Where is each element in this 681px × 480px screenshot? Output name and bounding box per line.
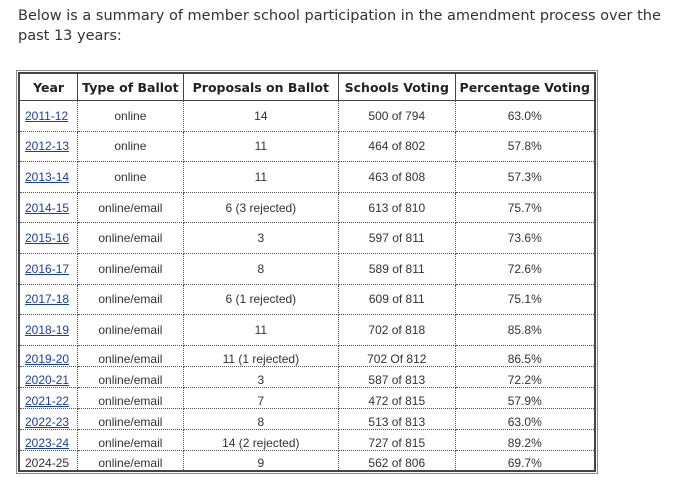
table-cell: 63.0% <box>454 100 596 132</box>
table-cell: 11 <box>182 161 340 193</box>
table-cell: 3 <box>182 365 340 388</box>
table-cell: 8 <box>182 252 340 285</box>
table-cell: 472 of 815 <box>338 386 456 409</box>
table-cell: online/email <box>77 386 184 409</box>
table-cell: 9 <box>182 449 340 472</box>
table-cell: 609 of 811 <box>338 283 456 316</box>
header-row: Year Type of Ballot Proposals on Ballot Sch… <box>18 72 596 101</box>
table-cell: online/email <box>77 252 184 285</box>
table-cell: 73.6% <box>454 222 596 254</box>
year-link[interactable]: 2012-13 <box>18 130 79 163</box>
table-cell: 6 (3 rejected) <box>182 191 340 224</box>
table-cell: online <box>77 130 184 163</box>
table-cell: online/email <box>77 191 184 224</box>
table-cell: 89.2% <box>454 428 596 451</box>
table-cell: 14 <box>182 100 340 132</box>
table-row: 2024-25 online/email 9 562 of 806 69.7% <box>18 449 596 472</box>
table-cell: 7 <box>182 386 340 409</box>
table-row: 2013-14 online 11 463 of 808 57.3% <box>18 161 596 193</box>
table-cell: 727 of 815 <box>338 428 456 451</box>
table-cell: 6 (1 rejected) <box>182 283 340 316</box>
table-row: 2022-23 online/email 8 513 of 813 63.0% <box>18 407 596 430</box>
table-cell: 613 of 810 <box>338 191 456 224</box>
year-link[interactable]: 2016-17 <box>18 252 79 285</box>
intro-text: Below is a summary of member school part… <box>18 8 661 44</box>
table-cell: 57.9% <box>454 386 596 409</box>
year-link[interactable]: 2015-16 <box>18 222 79 254</box>
table-cell: 8 <box>182 407 340 430</box>
table-cell: online/email <box>77 449 184 472</box>
table-row: 2021-22 online/email 7 472 of 815 57.9% <box>18 386 596 409</box>
table-row: 2023-24 online/email 14 (2 rejected) 727 of… <box>18 428 596 451</box>
table-cell: 63.0% <box>454 407 596 430</box>
column-header: Percentage Voting <box>454 72 596 101</box>
table-cell: 72.6% <box>454 252 596 285</box>
column-header: Schools Voting <box>338 72 456 101</box>
table-cell: 587 of 813 <box>338 365 456 388</box>
table-row: 2017-18 online/email 6 (1 rejected) 609 of … <box>18 283 596 316</box>
table-cell: 702 Of 812 <box>338 344 456 367</box>
table-cell: online <box>77 100 184 132</box>
column-header: Year <box>18 72 79 101</box>
table-cell: 513 of 813 <box>338 407 456 430</box>
participation-table: Year Type of Ballot Proposals on Ballot Sch… <box>16 69 598 475</box>
table-cell: 14 (2 rejected) <box>182 428 340 451</box>
table-cell: 11 <box>182 314 340 346</box>
table-cell: 85.8% <box>454 314 596 346</box>
table-row: 2015-16 online/email 3 597 of 811 73.6% <box>18 222 596 254</box>
year-link[interactable]: 2019-20 <box>18 344 79 367</box>
table-cell: online/email <box>77 344 184 367</box>
table-body: 2011-12 online 14 500 of 794 63.0% 2012-13 onl… <box>18 100 596 472</box>
table-row: 2014-15 online/email 6 (3 rejected) 613 of … <box>18 191 596 224</box>
table-cell: 463 of 808 <box>338 161 456 193</box>
table-cell: online/email <box>77 365 184 388</box>
year-link[interactable]: 2022-23 <box>18 407 79 430</box>
table-cell: 597 of 811 <box>338 222 456 254</box>
year-link[interactable]: 2021-22 <box>18 386 79 409</box>
table-cell: 75.1% <box>454 283 596 316</box>
year-link[interactable]: 2017-18 <box>18 283 79 316</box>
table-cell: online/email <box>77 428 184 451</box>
year-link[interactable]: 2014-15 <box>18 191 79 224</box>
table-cell: 11 <box>182 130 340 163</box>
table-cell: 464 of 802 <box>338 130 456 163</box>
table-row: 2020-21 online/email 3 587 of 813 72.2% <box>18 365 596 388</box>
table-cell: 57.3% <box>454 161 596 193</box>
table-cell: online/email <box>77 283 184 316</box>
table-row: 2011-12 online 14 500 of 794 63.0% <box>18 100 596 132</box>
table-cell: 72.2% <box>454 365 596 388</box>
table-cell: 2024-25 <box>18 449 79 472</box>
year-link[interactable]: 2011-12 <box>18 100 79 132</box>
table-cell: online/email <box>77 314 184 346</box>
year-link[interactable]: 2013-14 <box>18 161 79 193</box>
column-header: Type of Ballot <box>77 72 184 101</box>
table-row: 2016-17 online/email 8 589 of 811 72.6% <box>18 252 596 285</box>
table-cell: online <box>77 161 184 193</box>
column-header: Proposals on Ballot <box>182 72 340 101</box>
table-row: 2018-19 online/email 11 702 of 818 85.8% <box>18 314 596 346</box>
table-cell: 69.7% <box>454 449 596 472</box>
table-cell: 3 <box>182 222 340 254</box>
year-link[interactable]: 2018-19 <box>18 314 79 346</box>
table-cell: 702 of 818 <box>338 314 456 346</box>
table-cell: 11 (1 rejected) <box>182 344 340 367</box>
table-cell: 86.5% <box>454 344 596 367</box>
table-cell: 562 of 806 <box>338 449 456 472</box>
table-cell: 75.7% <box>454 191 596 224</box>
year-link[interactable]: 2020-21 <box>18 365 79 388</box>
year-link[interactable]: 2023-24 <box>18 428 79 451</box>
table-row: 2012-13 online 11 464 of 802 57.8% <box>18 130 596 163</box>
table-cell: 57.8% <box>454 130 596 163</box>
table-cell: online/email <box>77 407 184 430</box>
table-cell: online/email <box>77 222 184 254</box>
table-cell: 500 of 794 <box>338 100 456 132</box>
table-row: 2019-20 online/email 11 (1 rejected) 702 Of… <box>18 344 596 367</box>
table-cell: 589 of 811 <box>338 252 456 285</box>
